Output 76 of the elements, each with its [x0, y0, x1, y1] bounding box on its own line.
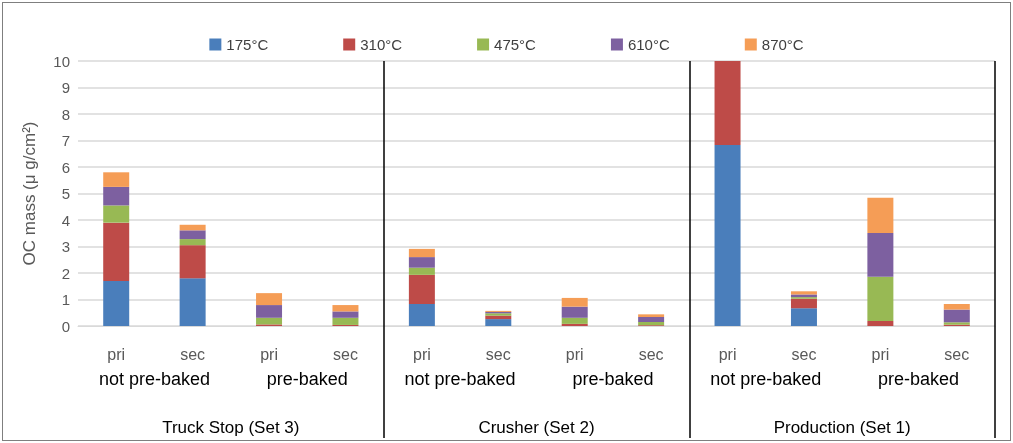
x-tick-label: pri	[260, 345, 278, 363]
bar	[408, 304, 435, 326]
y-tick-label: 7	[61, 132, 70, 149]
text: Crusher (Set 2)	[478, 418, 595, 437]
x-tick-label: sec	[180, 345, 206, 363]
bar	[867, 232, 894, 277]
bar	[561, 306, 588, 318]
x-tick-label: pri	[107, 345, 126, 363]
bar	[408, 274, 435, 305]
bar	[790, 298, 817, 309]
bar	[179, 245, 206, 279]
bar	[103, 205, 130, 223]
bar	[103, 172, 130, 187]
bar	[103, 222, 130, 281]
x-tick-label: sec	[485, 345, 511, 363]
y-tick-label: 9	[61, 79, 70, 96]
x-tick-label: sec	[791, 345, 817, 363]
bar	[408, 248, 435, 258]
bar	[561, 323, 588, 326]
bar	[103, 186, 130, 206]
bar	[867, 276, 894, 321]
y-tick-label: 0	[61, 317, 70, 335]
bar	[179, 224, 206, 231]
x-tick-label: pri	[565, 345, 584, 363]
text: not pre-baked	[404, 369, 516, 389]
y-tick-label: 2	[61, 264, 70, 282]
bar	[943, 309, 970, 323]
bar	[256, 305, 283, 318]
bar	[332, 305, 359, 312]
bar	[485, 319, 512, 326]
legend-label: 475°C	[494, 36, 537, 53]
text: pre-baked	[266, 369, 348, 389]
x-tick-label: sec	[333, 345, 358, 363]
text: Truck Stop (Set 3)	[162, 418, 300, 437]
bar	[790, 308, 817, 326]
bar	[408, 257, 435, 268]
bar	[943, 304, 970, 310]
bar	[103, 280, 130, 326]
y-tick-label: 3	[61, 238, 70, 255]
y-tick-label: 10	[53, 52, 70, 70]
text: not pre-baked	[710, 369, 822, 389]
bar	[179, 230, 206, 240]
y-tick-label: 1	[61, 291, 70, 308]
text: not pre-baked	[98, 369, 210, 389]
text: pre-baked	[572, 369, 654, 389]
bar	[332, 311, 359, 318]
text: Production (Set 1)	[773, 418, 911, 437]
bar	[638, 314, 665, 317]
bar	[714, 145, 741, 326]
text: pre-baked	[878, 369, 960, 389]
y-tick-label: 6	[61, 158, 70, 176]
legend-label: 310°C	[360, 36, 403, 53]
bar	[638, 316, 665, 323]
bar	[256, 317, 283, 325]
x-tick-label: pri	[412, 345, 431, 363]
y-axis-title: OC mass (μ g/cm²)	[20, 121, 39, 266]
x-tick-label: pri	[718, 345, 737, 363]
bar	[256, 293, 283, 306]
bar	[408, 267, 435, 275]
legend-label: 175°C	[226, 36, 269, 53]
legend-label: 610°C	[627, 36, 670, 53]
legend-label: 870°C	[761, 36, 804, 53]
y-tick-label: 8	[61, 105, 70, 123]
bar	[332, 317, 359, 325]
bar	[561, 317, 588, 324]
x-tick-label: sec	[638, 345, 664, 363]
bar	[867, 197, 894, 233]
bar	[179, 239, 206, 246]
x-tick-label: sec	[944, 345, 970, 363]
bar	[561, 297, 588, 307]
bar	[867, 320, 894, 326]
bar	[179, 278, 206, 326]
x-tick-label: pri	[871, 345, 890, 363]
y-tick-label: 5	[61, 185, 70, 202]
bar	[714, 61, 741, 146]
y-tick-label: 4	[61, 211, 70, 229]
